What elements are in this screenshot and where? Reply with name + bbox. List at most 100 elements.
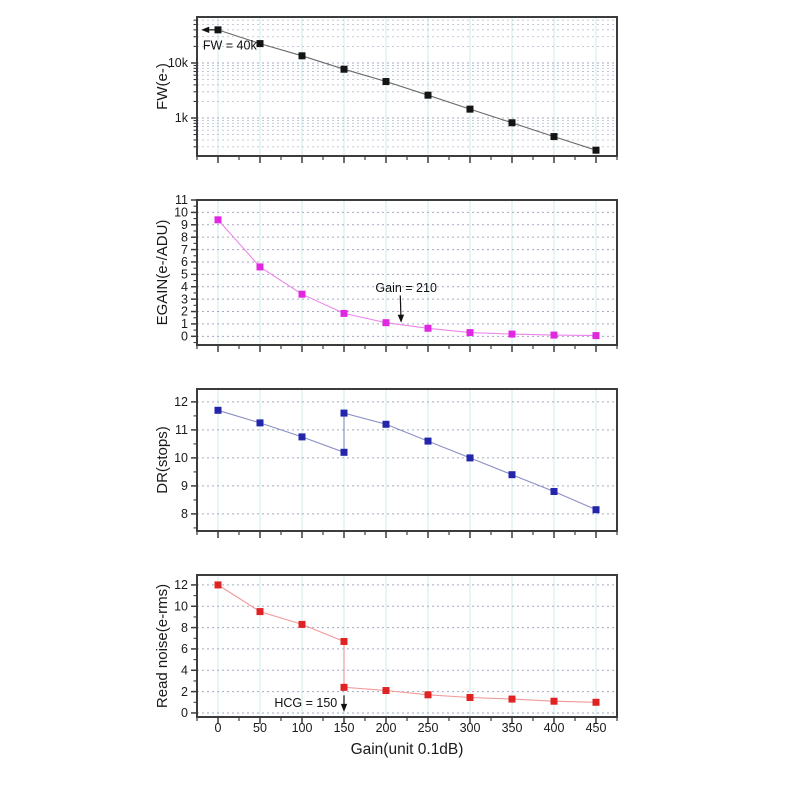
data-point-egain (508, 330, 516, 338)
data-point-dr (340, 448, 348, 456)
y-tick-label: 8 (181, 230, 188, 244)
data-point-dr (592, 506, 600, 514)
data-point-dr (550, 488, 558, 496)
x-tick-label: 250 (418, 721, 439, 735)
data-point-egain (298, 290, 306, 298)
y-tick-label: 12 (174, 578, 188, 592)
data-point-dr (340, 409, 348, 417)
data-point-egain (214, 216, 222, 224)
y-tick-label: 2 (181, 305, 188, 319)
y-tick-label: 10 (174, 451, 188, 465)
data-point-read-noise (214, 581, 222, 589)
data-point-egain (256, 263, 264, 271)
y-tick-label: 9 (181, 479, 188, 493)
annotation-text: FW = 40k (203, 38, 258, 52)
y-tick-label: 10 (174, 599, 188, 613)
annotation-arrow-line (399, 295, 402, 318)
annotation-text: Gain = 210 (375, 281, 437, 295)
y-tick-label: 12 (174, 395, 188, 409)
y-tick-label: 0 (181, 706, 188, 720)
y-axis-title-dr: DR(stops) (154, 426, 171, 494)
data-point-egain (466, 329, 474, 337)
data-point-read-noise (424, 691, 432, 699)
y-tick-label: 11 (175, 193, 188, 207)
data-point-egain (340, 309, 348, 317)
data-point-dr (424, 437, 432, 445)
y-tick-label: 2 (181, 685, 188, 699)
x-tick-label: 200 (376, 721, 397, 735)
y-axis-title-read-noise: Read noise(e-rms) (154, 584, 171, 708)
x-tick-label: 350 (502, 721, 523, 735)
y-tick-label: 9 (181, 218, 188, 232)
y-axis-title-egain: EGAIN(e-/ADU) (154, 220, 171, 326)
x-tick-label: 400 (544, 721, 565, 735)
y-tick-label: 0 (181, 330, 188, 344)
data-point-read-noise (256, 608, 264, 616)
data-point-read-noise (298, 620, 306, 628)
y-tick-label: 8 (181, 507, 188, 521)
data-point-fw (382, 78, 390, 86)
annotation-text: HCG = 150 (274, 696, 337, 710)
x-axis-title: Gain(unit 0.1dB) (351, 741, 464, 758)
y-tick-label: 10 (174, 206, 188, 220)
data-point-fw (592, 146, 600, 154)
data-point-egain (424, 324, 432, 332)
data-point-dr (214, 406, 222, 414)
data-point-fw (550, 133, 558, 141)
data-point-fw (340, 65, 348, 73)
data-point-egain (550, 331, 558, 339)
data-point-read-noise (340, 637, 348, 645)
data-point-dr (382, 420, 390, 428)
panel-dr: 8 9 10 11 12 DR(stops) (154, 388, 618, 538)
data-point-fw (508, 119, 516, 127)
annotation-arrow-head (397, 314, 405, 323)
data-point-read-noise (592, 698, 600, 706)
data-point-fw (214, 26, 222, 34)
series-line-egain (217, 219, 597, 337)
data-point-dr (256, 419, 264, 427)
y-tick-label: 5 (181, 268, 188, 282)
y-tick-label: 4 (181, 663, 188, 677)
y-tick-label: 3 (181, 292, 188, 306)
y-tick-label: 6 (181, 255, 188, 269)
y-tick-label: 1 (181, 317, 188, 331)
x-tick-label: 0 (215, 721, 222, 735)
y-tick-label: 6 (181, 642, 188, 656)
y-tick-label: 1k (175, 111, 189, 125)
data-point-egain (592, 332, 600, 340)
data-point-dr (466, 454, 474, 462)
data-point-fw (256, 40, 264, 48)
x-axis: 0 50 100 150 200 250 300 350 400 450 Gain(unit 0.1… (215, 721, 607, 758)
series-line-fw (217, 29, 597, 151)
data-point-dr (508, 471, 516, 479)
data-point-fw (424, 91, 432, 99)
annotation-arrow-head (201, 26, 210, 34)
data-point-read-noise (508, 695, 516, 703)
x-tick-label: 150 (334, 721, 355, 735)
y-tick-label: 10k (168, 56, 189, 70)
y-tick-label: 8 (181, 621, 188, 635)
y-tick-label: 4 (181, 280, 188, 294)
y-tick-label: 11 (175, 423, 188, 437)
y-axis-title-fw: FW(e-) (154, 63, 171, 110)
x-tick-label: 100 (292, 721, 313, 735)
data-point-fw (298, 52, 306, 60)
x-tick-label: 450 (586, 721, 607, 735)
data-point-read-noise (550, 697, 558, 705)
data-point-read-noise (466, 693, 474, 701)
data-point-dr (298, 433, 306, 441)
x-tick-label: 50 (253, 721, 267, 735)
data-point-fw (466, 105, 474, 113)
y-tick-label: 7 (181, 243, 188, 257)
data-point-read-noise (340, 683, 348, 691)
data-point-egain (382, 319, 390, 327)
panel-fw: 10k 1k FW(e-) FW = 40k (154, 16, 618, 163)
data-point-read-noise (382, 687, 390, 695)
x-tick-label: 300 (460, 721, 481, 735)
annotation-arrow-head (340, 703, 348, 712)
